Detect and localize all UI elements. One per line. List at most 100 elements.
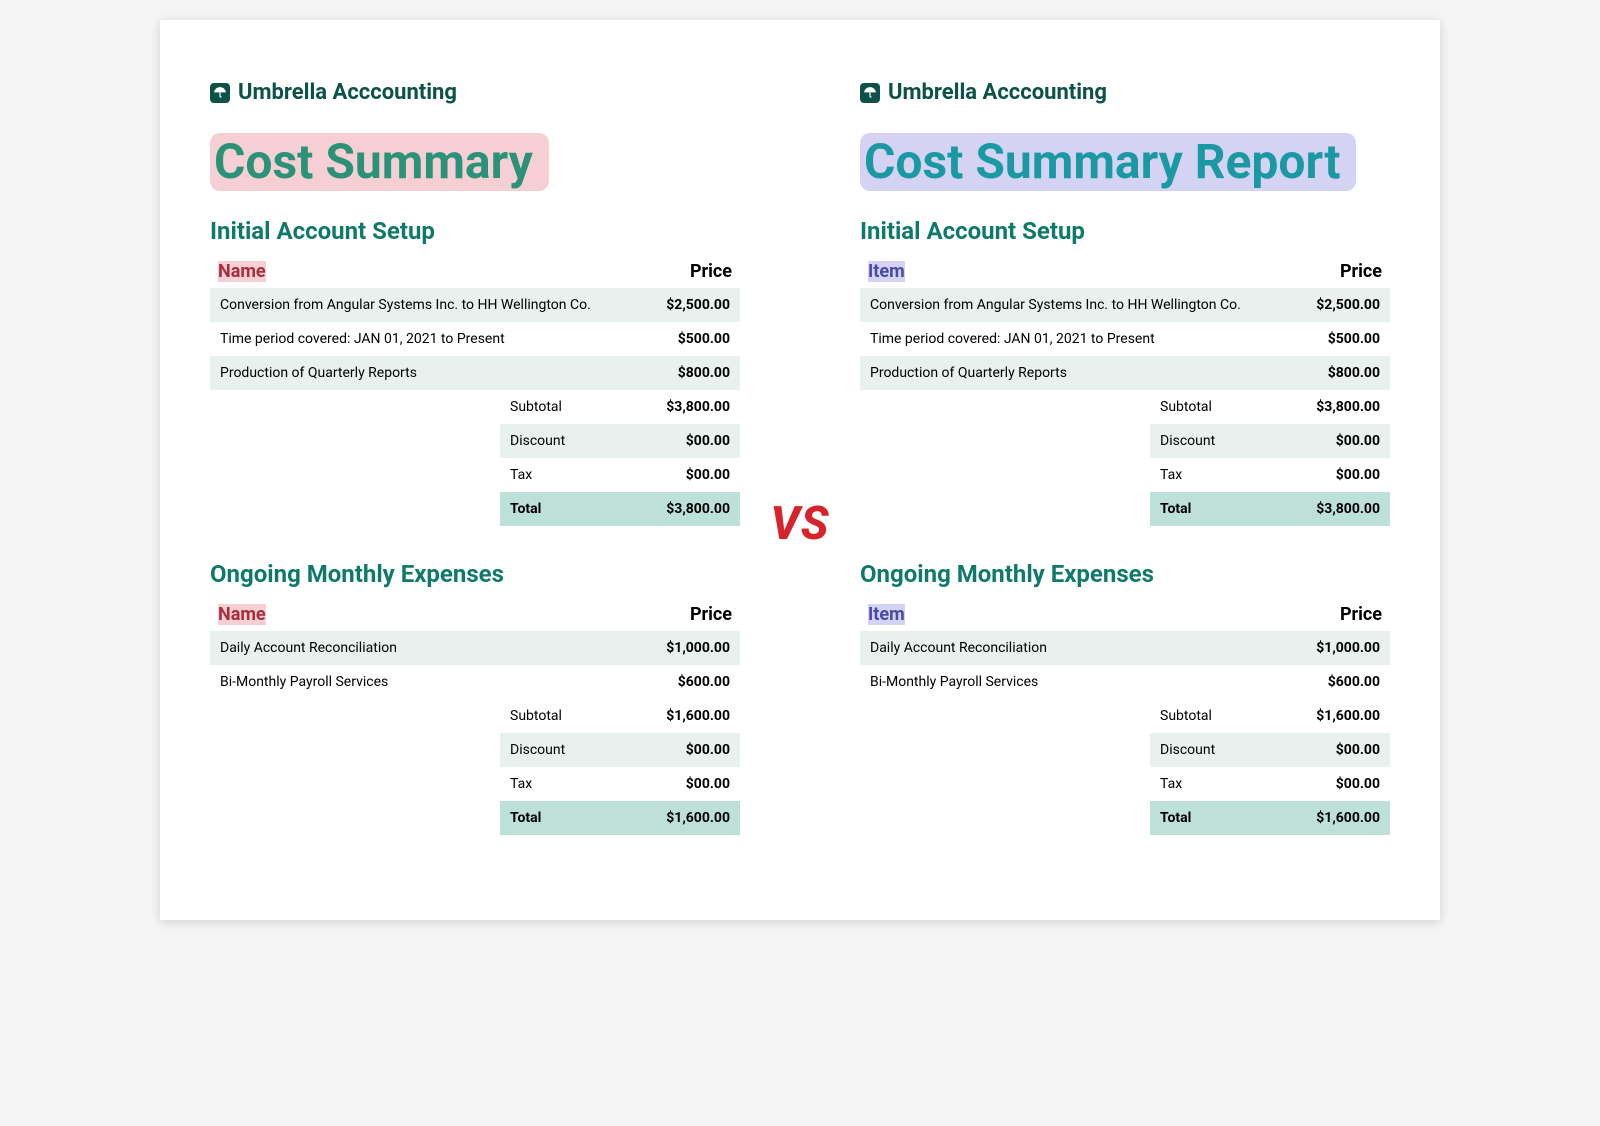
summary-block: Subtotal$3,800.00Discount$00.00Tax$00.00… bbox=[860, 390, 1390, 526]
right-panel: Umbrella Acccounting Cost Summary Report… bbox=[860, 80, 1390, 880]
summary-subtotal: Subtotal$1,600.00 bbox=[1150, 699, 1390, 733]
summary-discount: Discount$00.00 bbox=[500, 424, 740, 458]
item-price: $800.00 bbox=[1296, 356, 1390, 390]
item-price: $2,500.00 bbox=[646, 288, 740, 322]
summary-value: $3,800.00 bbox=[614, 492, 740, 526]
summary-value: $3,800.00 bbox=[1264, 390, 1390, 424]
summary-discount: Discount$00.00 bbox=[1150, 733, 1390, 767]
summary-label: Tax bbox=[500, 458, 614, 492]
summary-value: $00.00 bbox=[1264, 458, 1390, 492]
comparison-page: Umbrella Acccounting Cost Summary Initia… bbox=[160, 20, 1440, 920]
summary-subtotal: Subtotal$3,800.00 bbox=[1150, 390, 1390, 424]
section: Initial Account Setup Item PriceConversion… bbox=[860, 217, 1390, 526]
item-price: $2,500.00 bbox=[1296, 288, 1390, 322]
section: Ongoing Monthly Expenses Name PriceDaily A… bbox=[210, 560, 740, 835]
summary-label: Discount bbox=[500, 733, 614, 767]
umbrella-icon bbox=[210, 83, 230, 103]
price-table: Item PriceConversion from Angular Systems… bbox=[860, 255, 1390, 390]
page-title-right: Cost Summary Report bbox=[860, 133, 1356, 191]
price-table: Name PriceDaily Account Reconciliation$1,… bbox=[210, 598, 740, 699]
item-name: Conversion from Angular Systems Inc. to … bbox=[860, 288, 1296, 322]
summary-value: $00.00 bbox=[1264, 767, 1390, 801]
summary-label: Total bbox=[500, 492, 614, 526]
column-header-name: Name bbox=[218, 604, 266, 625]
summary-total: Total$3,800.00 bbox=[1150, 492, 1390, 526]
summary-label: Discount bbox=[1150, 733, 1264, 767]
item-name: Conversion from Angular Systems Inc. to … bbox=[210, 288, 646, 322]
item-price: $800.00 bbox=[646, 356, 740, 390]
title-wrap: Cost Summary bbox=[210, 133, 740, 191]
summary-label: Subtotal bbox=[1150, 390, 1264, 424]
summary-label: Subtotal bbox=[1150, 699, 1264, 733]
item-price: $1,000.00 bbox=[582, 631, 740, 665]
summary-subtotal: Subtotal$1,600.00 bbox=[500, 699, 740, 733]
summary-label: Total bbox=[1150, 492, 1264, 526]
column-header-name: Item bbox=[868, 604, 905, 625]
column-header-price: Price bbox=[582, 598, 740, 631]
summary-value: $00.00 bbox=[614, 733, 740, 767]
section-heading: Initial Account Setup bbox=[860, 217, 1390, 245]
section-heading: Initial Account Setup bbox=[210, 217, 740, 245]
item-price: $500.00 bbox=[1296, 322, 1390, 356]
title-wrap: Cost Summary Report bbox=[860, 133, 1390, 191]
price-table: Name PriceConversion from Angular Systems… bbox=[210, 255, 740, 390]
summary-tax: Tax$00.00 bbox=[500, 458, 740, 492]
table-row: Conversion from Angular Systems Inc. to … bbox=[860, 288, 1390, 322]
section-heading: Ongoing Monthly Expenses bbox=[210, 560, 740, 588]
column-header-name: Name bbox=[218, 261, 266, 282]
section: Initial Account Setup Name PriceConversion… bbox=[210, 217, 740, 526]
summary-tax: Tax$00.00 bbox=[1150, 767, 1390, 801]
umbrella-icon bbox=[860, 83, 880, 103]
table-row: Bi-Monthly Payroll Services$600.00 bbox=[860, 665, 1390, 699]
item-price: $600.00 bbox=[582, 665, 740, 699]
sections-right: Initial Account SetupItemPriceConversion… bbox=[860, 217, 1390, 835]
brand-name: Umbrella Acccounting bbox=[238, 80, 457, 105]
summary-value: $1,600.00 bbox=[614, 699, 740, 733]
summary-label: Tax bbox=[1150, 767, 1264, 801]
table-row: Bi-Monthly Payroll Services$600.00 bbox=[210, 665, 740, 699]
table-row: Conversion from Angular Systems Inc. to … bbox=[210, 288, 740, 322]
summary-label: Discount bbox=[1150, 424, 1264, 458]
item-price: $600.00 bbox=[1232, 665, 1390, 699]
summary-label: Total bbox=[1150, 801, 1264, 835]
table-row: Daily Account Reconciliation$1,000.00 bbox=[210, 631, 740, 665]
summary-value: $00.00 bbox=[614, 424, 740, 458]
summary-value: $1,600.00 bbox=[1264, 801, 1390, 835]
column-header-name: Item bbox=[868, 261, 905, 282]
item-name: Daily Account Reconciliation bbox=[210, 631, 582, 665]
summary-subtotal: Subtotal$3,800.00 bbox=[500, 390, 740, 424]
summary-block: Subtotal$1,600.00Discount$00.00Tax$00.00… bbox=[860, 699, 1390, 835]
summary-block: Subtotal$3,800.00Discount$00.00Tax$00.00… bbox=[210, 390, 740, 526]
summary-tax: Tax$00.00 bbox=[1150, 458, 1390, 492]
summary-value: $3,800.00 bbox=[614, 390, 740, 424]
summary-value: $00.00 bbox=[1264, 733, 1390, 767]
item-name: Bi-Monthly Payroll Services bbox=[210, 665, 582, 699]
summary-value: $1,600.00 bbox=[1264, 699, 1390, 733]
table-row: Production of Quarterly Reports$800.00 bbox=[860, 356, 1390, 390]
summary-value: $3,800.00 bbox=[1264, 492, 1390, 526]
summary-label: Subtotal bbox=[500, 390, 614, 424]
left-panel: Umbrella Acccounting Cost Summary Initia… bbox=[210, 80, 740, 880]
item-price: $1,000.00 bbox=[1232, 631, 1390, 665]
summary-tax: Tax$00.00 bbox=[500, 767, 740, 801]
table-row: Daily Account Reconciliation$1,000.00 bbox=[860, 631, 1390, 665]
item-name: Time period covered: JAN 01, 2021 to Pre… bbox=[860, 322, 1296, 356]
summary-value: $00.00 bbox=[614, 458, 740, 492]
column-header-price: Price bbox=[646, 255, 740, 288]
summary-label: Discount bbox=[500, 424, 614, 458]
table-row: Production of Quarterly Reports$800.00 bbox=[210, 356, 740, 390]
summary-total: Total$1,600.00 bbox=[500, 801, 740, 835]
summary-value: $00.00 bbox=[1264, 424, 1390, 458]
summary-label: Tax bbox=[1150, 458, 1264, 492]
brand-row: Umbrella Acccounting bbox=[860, 80, 1390, 105]
summary-label: Total bbox=[500, 801, 614, 835]
item-name: Daily Account Reconciliation bbox=[860, 631, 1232, 665]
column-header-price: Price bbox=[1296, 255, 1390, 288]
item-name: Bi-Monthly Payroll Services bbox=[860, 665, 1232, 699]
column-header-price: Price bbox=[1232, 598, 1390, 631]
sections-left: Initial Account SetupNamePriceConversion… bbox=[210, 217, 740, 835]
summary-value: $1,600.00 bbox=[614, 801, 740, 835]
summary-discount: Discount$00.00 bbox=[500, 733, 740, 767]
summary-block: Subtotal$1,600.00Discount$00.00Tax$00.00… bbox=[210, 699, 740, 835]
table-row: Time period covered: JAN 01, 2021 to Pre… bbox=[210, 322, 740, 356]
